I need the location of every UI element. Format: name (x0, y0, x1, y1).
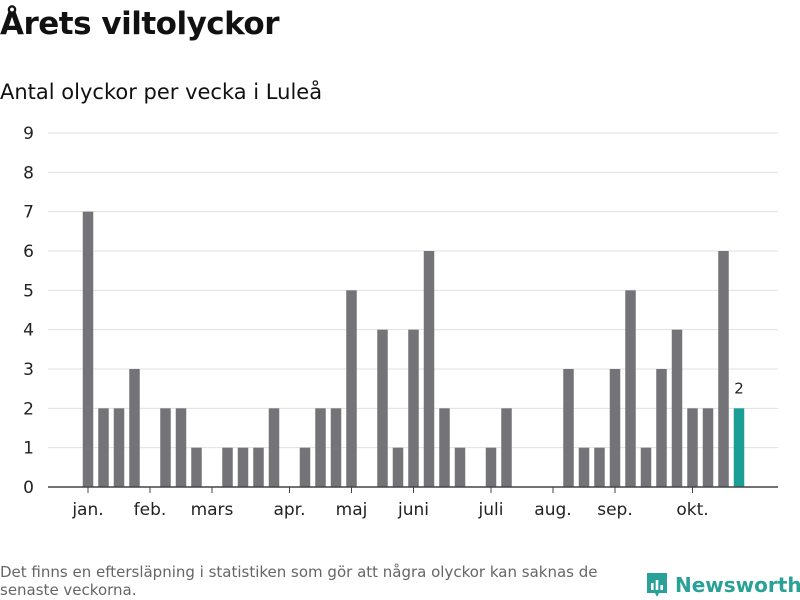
bar (454, 447, 466, 487)
bar (423, 251, 435, 487)
bar (501, 408, 512, 487)
bar (733, 408, 745, 487)
bar (702, 408, 714, 487)
x-tick-label: mars (191, 500, 234, 520)
bar (253, 447, 264, 487)
bar (563, 369, 574, 487)
y-tick-label: 8 (23, 163, 34, 183)
bar (160, 408, 171, 487)
chart-subtitle: Antal olyckor per vecka i Luleå (0, 80, 323, 104)
x-tick-label: jan. (71, 500, 103, 520)
x-tick-label: maj (336, 500, 368, 520)
y-tick-label: 5 (23, 281, 34, 301)
bar (594, 447, 605, 487)
x-tick-label: feb. (134, 500, 167, 520)
y-tick-label: 3 (23, 360, 34, 380)
bar (392, 447, 404, 487)
footnote: Det finns en eftersläpning i statistiken… (0, 563, 598, 599)
x-tick-label: aug. (534, 500, 571, 520)
bar (299, 447, 311, 487)
y-tick-label: 4 (23, 321, 34, 341)
bar (687, 408, 698, 487)
x-tick-label: apr. (273, 500, 305, 520)
bar (222, 447, 233, 487)
chart-title: Årets viltolyckor (0, 6, 280, 42)
bar (377, 329, 388, 487)
y-tick-label: 7 (23, 203, 34, 223)
bar (268, 408, 280, 487)
x-tick-label: juni (397, 500, 429, 520)
bar (578, 447, 590, 487)
bar (640, 447, 652, 487)
bar (408, 329, 419, 487)
bar (191, 447, 202, 487)
bar (609, 369, 621, 487)
bar (718, 251, 729, 487)
x-tick-label: sep. (597, 500, 633, 520)
brand-logo[interactable]: Newsworthy (645, 570, 800, 600)
bar (439, 408, 450, 487)
data-label: 2 (734, 379, 744, 397)
bar (82, 211, 94, 487)
y-tick-label: 0 (23, 478, 34, 498)
bar (625, 290, 636, 487)
bar (175, 408, 187, 487)
y-tick-label: 9 (23, 124, 34, 144)
y-tick-label: 2 (23, 399, 34, 419)
newsworthy-logo-icon (647, 573, 667, 597)
bar (98, 408, 109, 487)
x-tick-label: okt. (676, 500, 708, 520)
y-tick-label: 6 (23, 242, 34, 262)
brand-name: Newsworthy (675, 573, 800, 597)
bar (237, 447, 249, 487)
bar (346, 290, 357, 487)
bar (315, 408, 326, 487)
bar (671, 329, 683, 487)
y-tick-label: 1 (23, 439, 34, 459)
bar (113, 408, 125, 487)
bar (656, 369, 667, 487)
x-tick-label: juli (478, 500, 504, 520)
bar (129, 369, 140, 487)
bar (485, 447, 497, 487)
bar (330, 408, 342, 487)
